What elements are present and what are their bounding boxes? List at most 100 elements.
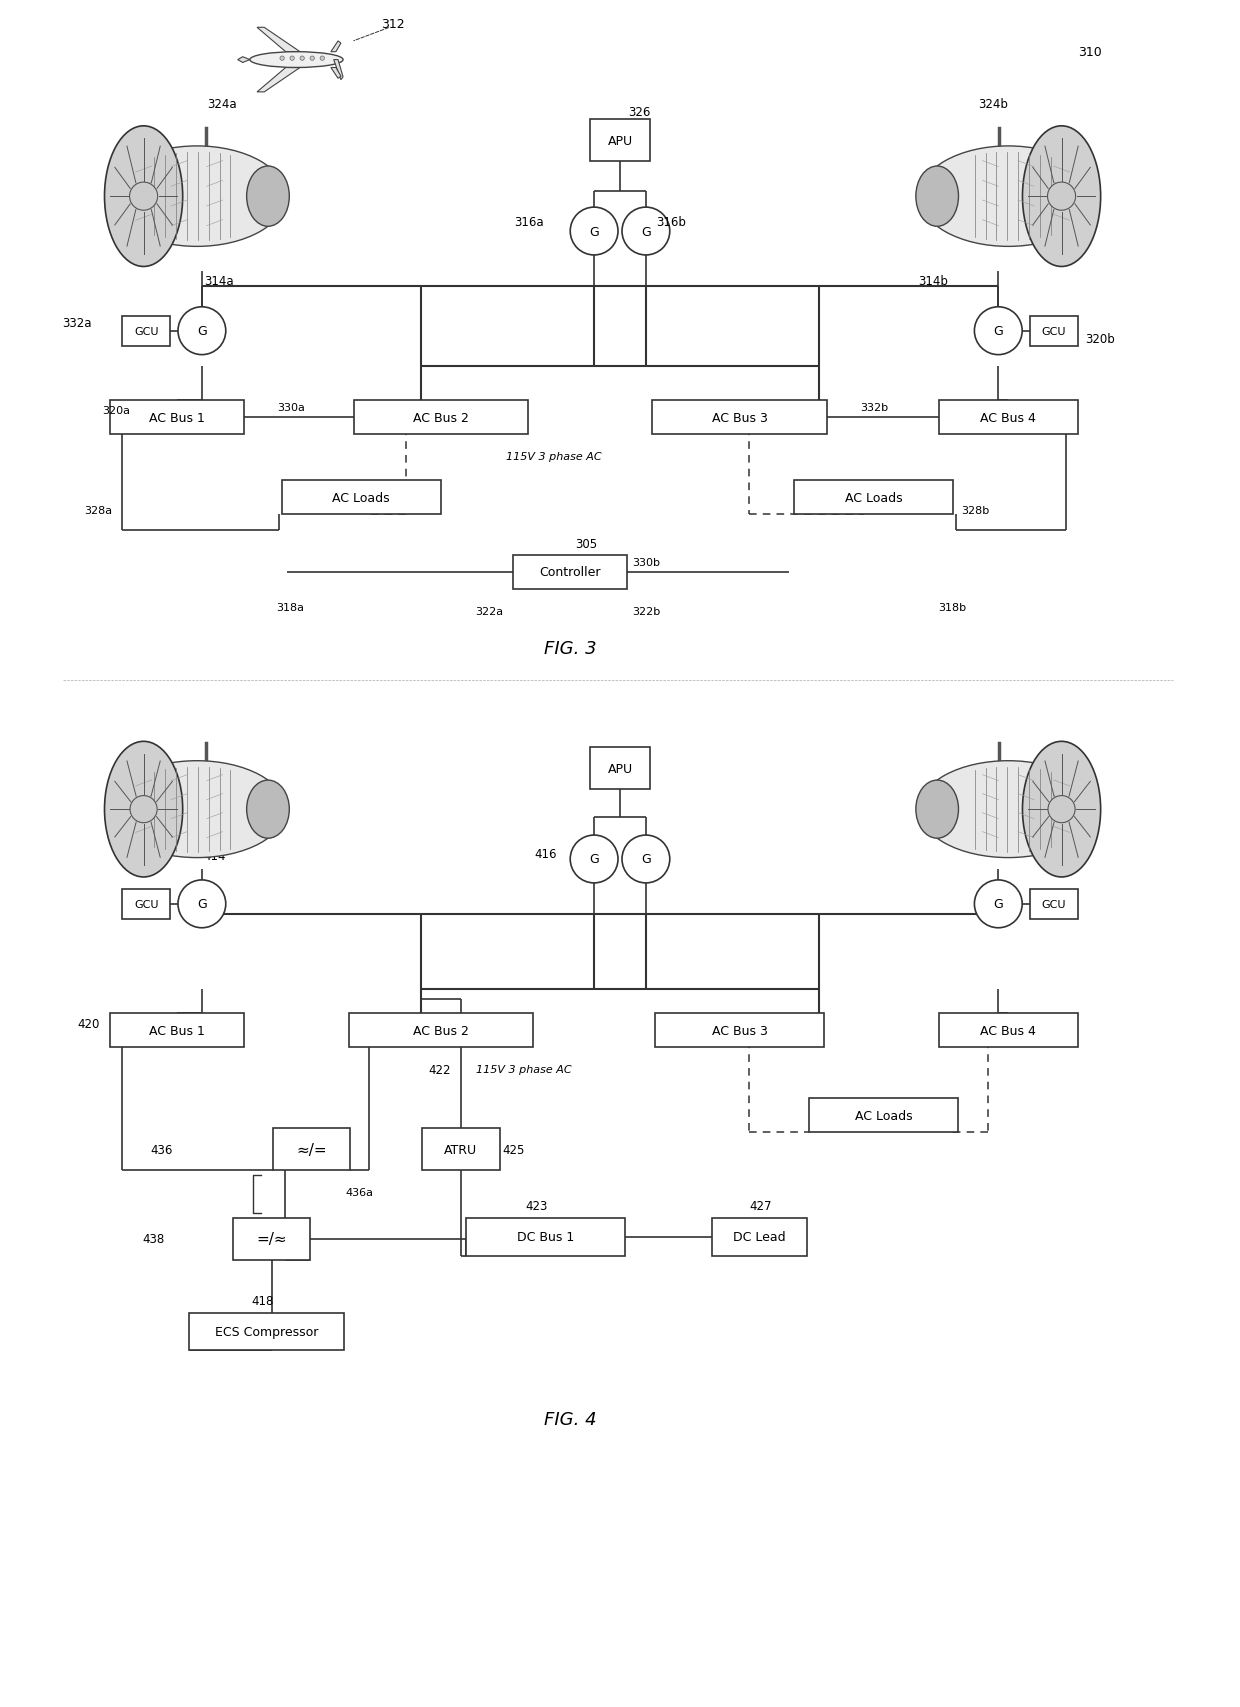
Text: 420: 420 xyxy=(77,1017,99,1031)
Bar xyxy=(1030,889,1078,920)
Text: 115V 3 phase AC: 115V 3 phase AC xyxy=(506,452,601,463)
Ellipse shape xyxy=(108,147,285,248)
Circle shape xyxy=(280,56,284,61)
Circle shape xyxy=(622,208,670,256)
Text: 427: 427 xyxy=(749,1200,773,1212)
Text: 324a: 324a xyxy=(207,97,237,111)
Bar xyxy=(110,401,244,435)
Bar xyxy=(348,1014,533,1048)
Text: 320a: 320a xyxy=(103,406,130,417)
Ellipse shape xyxy=(1023,126,1101,268)
Polygon shape xyxy=(334,60,343,80)
Text: 316a: 316a xyxy=(515,215,544,229)
Text: 320b: 320b xyxy=(1085,333,1115,347)
Text: G: G xyxy=(641,225,651,239)
Circle shape xyxy=(1048,795,1075,823)
Text: 324b: 324b xyxy=(978,97,1008,111)
Circle shape xyxy=(130,795,157,823)
Text: DC Bus 1: DC Bus 1 xyxy=(517,1231,574,1243)
Text: G: G xyxy=(641,854,651,865)
Text: 322a: 322a xyxy=(476,606,503,616)
Text: 422: 422 xyxy=(429,1063,451,1075)
Text: 305: 305 xyxy=(575,538,598,550)
Text: 332a: 332a xyxy=(62,318,92,329)
Bar xyxy=(1030,316,1078,347)
Text: FIG. 3: FIG. 3 xyxy=(544,640,596,657)
Ellipse shape xyxy=(247,167,289,227)
Ellipse shape xyxy=(104,126,182,268)
Text: G: G xyxy=(589,225,599,239)
Bar xyxy=(590,748,650,790)
Circle shape xyxy=(179,881,226,929)
Circle shape xyxy=(179,307,226,355)
Text: AC Bus 3: AC Bus 3 xyxy=(712,1024,768,1038)
Text: AC Bus 2: AC Bus 2 xyxy=(413,411,469,425)
Text: 414: 414 xyxy=(203,850,227,864)
Ellipse shape xyxy=(108,761,285,859)
Text: 416: 416 xyxy=(534,848,557,860)
Bar xyxy=(353,401,528,435)
Circle shape xyxy=(570,835,618,884)
Ellipse shape xyxy=(1023,743,1101,877)
Text: AC Loads: AC Loads xyxy=(332,492,389,504)
Bar xyxy=(939,401,1078,435)
Text: 314b: 314b xyxy=(919,275,949,288)
Bar xyxy=(110,1014,244,1048)
Text: =/≈: =/≈ xyxy=(257,1231,286,1246)
Polygon shape xyxy=(257,29,300,53)
Text: 436: 436 xyxy=(150,1144,172,1156)
Text: 115V 3 phase AC: 115V 3 phase AC xyxy=(476,1065,572,1075)
Text: AC Loads: AC Loads xyxy=(856,1110,913,1121)
Text: 423: 423 xyxy=(526,1200,548,1212)
Ellipse shape xyxy=(250,53,343,68)
Text: 326: 326 xyxy=(627,106,650,119)
Ellipse shape xyxy=(919,761,1097,859)
Text: 330a: 330a xyxy=(277,403,305,413)
Circle shape xyxy=(570,208,618,256)
Circle shape xyxy=(320,56,325,61)
Bar xyxy=(233,1219,310,1260)
Bar xyxy=(794,481,954,516)
Text: APU: APU xyxy=(608,763,632,775)
Text: GCU: GCU xyxy=(1042,326,1066,336)
Text: AC Bus 1: AC Bus 1 xyxy=(149,411,205,425)
Bar xyxy=(712,1219,807,1256)
Bar xyxy=(655,1014,825,1048)
Text: GCU: GCU xyxy=(1042,900,1066,910)
Circle shape xyxy=(310,56,315,61)
Text: APU: APU xyxy=(608,135,632,149)
Text: ATRU: ATRU xyxy=(444,1144,477,1156)
Bar xyxy=(123,889,170,920)
Text: 425: 425 xyxy=(502,1144,525,1156)
Text: FIG. 4: FIG. 4 xyxy=(544,1410,596,1429)
Ellipse shape xyxy=(919,147,1097,248)
Circle shape xyxy=(975,307,1022,355)
Text: 418: 418 xyxy=(252,1294,274,1308)
Text: 310: 310 xyxy=(1078,46,1101,60)
Polygon shape xyxy=(238,58,250,63)
Text: 318a: 318a xyxy=(277,603,305,613)
Text: AC Bus 2: AC Bus 2 xyxy=(413,1024,469,1038)
Bar xyxy=(810,1099,959,1132)
Text: GCU: GCU xyxy=(134,326,159,336)
Text: AC Bus 4: AC Bus 4 xyxy=(981,1024,1037,1038)
Bar xyxy=(590,119,650,162)
Circle shape xyxy=(975,881,1022,929)
Circle shape xyxy=(300,56,304,61)
Text: Controller: Controller xyxy=(539,567,601,579)
Text: GCU: GCU xyxy=(134,900,159,910)
Bar xyxy=(513,556,627,589)
Circle shape xyxy=(622,835,670,884)
Polygon shape xyxy=(257,68,300,92)
Polygon shape xyxy=(331,43,341,53)
Text: 322b: 322b xyxy=(632,606,661,616)
Text: AC Bus 4: AC Bus 4 xyxy=(981,411,1037,425)
Text: 314a: 314a xyxy=(203,275,233,288)
Text: 438: 438 xyxy=(143,1232,165,1246)
Bar xyxy=(466,1219,625,1256)
Circle shape xyxy=(1048,183,1075,212)
Text: 436a: 436a xyxy=(345,1186,373,1197)
Circle shape xyxy=(290,56,294,61)
Text: 332b: 332b xyxy=(861,403,889,413)
Bar xyxy=(652,401,827,435)
